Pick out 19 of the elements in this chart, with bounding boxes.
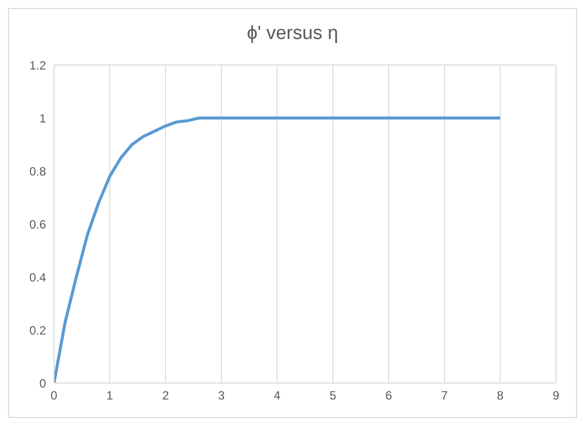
y-tick-label: 1.2 xyxy=(29,58,46,72)
y-tick-label: 0.4 xyxy=(29,270,46,284)
y-tick-label: 1 xyxy=(39,111,46,126)
x-tick-label: 0 xyxy=(50,388,58,403)
x-tick-label: 4 xyxy=(274,388,281,403)
x-tick-label: 6 xyxy=(385,388,392,403)
y-tick-label: 0.8 xyxy=(29,164,46,178)
x-tick-label: 8 xyxy=(496,388,504,403)
x-tick-label: 9 xyxy=(552,388,560,403)
x-tick-label: 5 xyxy=(330,388,337,403)
x-tick-label: 7 xyxy=(441,388,448,403)
y-tick-label: 0.2 xyxy=(29,323,46,338)
line-series xyxy=(54,116,502,383)
y-tick-label: 0 xyxy=(39,376,46,390)
y-tick-label: 0.6 xyxy=(29,217,46,232)
x-tick-label: 1 xyxy=(106,388,114,403)
x-tick-label: 3 xyxy=(218,388,225,403)
chart-title: ϕ' versus η xyxy=(246,23,340,46)
x-tick-label: 2 xyxy=(162,388,170,403)
